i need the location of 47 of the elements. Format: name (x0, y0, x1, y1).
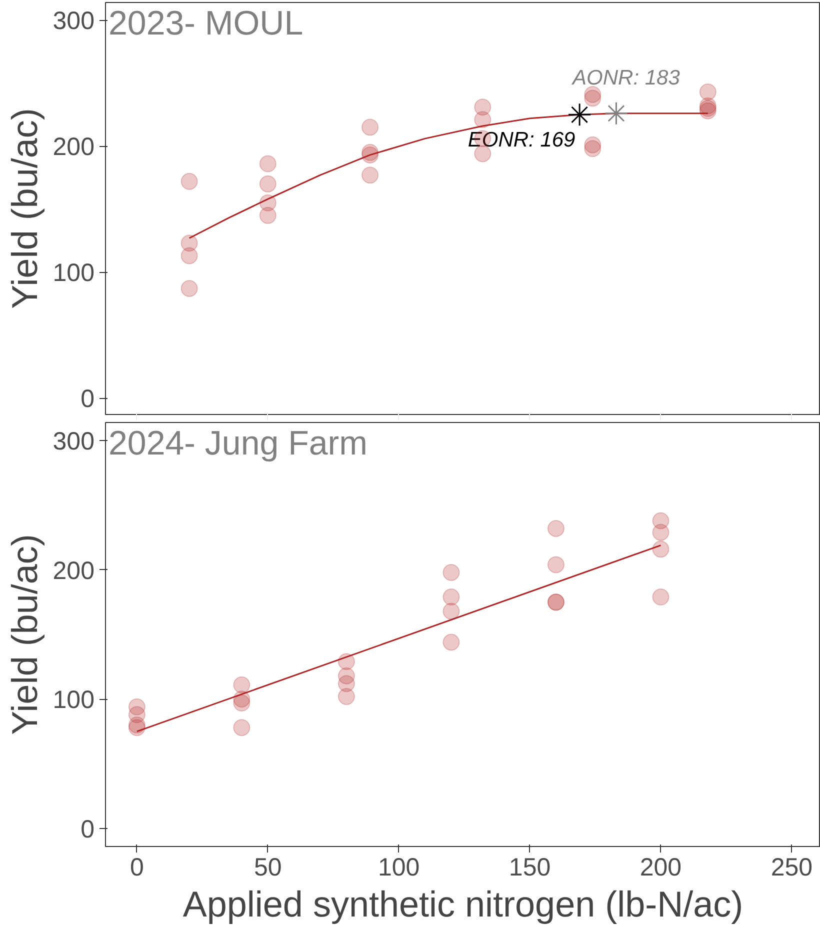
point (128, 719, 146, 736)
y-tick-label: 0 (80, 815, 94, 844)
point (584, 140, 602, 158)
point (233, 694, 250, 712)
point (442, 564, 460, 581)
x-axis-title: Applied synthetic nitrogen (lb-N/ac) (182, 884, 744, 924)
point (180, 280, 198, 297)
point (442, 634, 460, 651)
annotation: AONR: 183 (570, 66, 680, 90)
point (180, 172, 198, 190)
y-axis-title: Yield (bu/ac) (4, 534, 45, 735)
x-tick-label: 0 (130, 854, 144, 882)
point (180, 247, 198, 264)
y-axis-title: Yield (bu/ac) (4, 108, 45, 309)
x-tick-label: 200 (640, 854, 682, 882)
x-tick-label: 50 (254, 854, 282, 882)
point (652, 524, 670, 541)
y-tick-label: 0 (80, 385, 94, 414)
point (233, 676, 250, 694)
point (652, 540, 670, 558)
x-tick-label: 150 (508, 854, 551, 882)
point (474, 111, 492, 128)
annotation: EONR: 169 (468, 128, 576, 152)
y-tick-label: 300 (52, 7, 95, 36)
point (338, 688, 355, 706)
point (652, 588, 670, 606)
point (233, 719, 250, 736)
point (547, 556, 564, 574)
point (699, 83, 716, 100)
chart-title: 2024- Jung Farm (108, 424, 368, 462)
y-tick-label: 200 (52, 556, 95, 585)
x-tick-label: 250 (770, 854, 813, 882)
point (259, 155, 276, 172)
point (259, 175, 276, 192)
y-tick-label: 300 (52, 428, 95, 456)
point (362, 166, 379, 184)
point (547, 520, 564, 537)
point (442, 588, 460, 606)
x-tick-label: 100 (378, 854, 420, 882)
y-tick-label: 100 (52, 259, 95, 288)
point (362, 118, 379, 136)
point (259, 206, 276, 224)
y-tick-label: 200 (52, 133, 95, 162)
y-tick-label: 100 (52, 686, 95, 714)
point (584, 90, 602, 107)
chart-title: 2023- MOUL (108, 4, 304, 42)
point (442, 602, 460, 620)
